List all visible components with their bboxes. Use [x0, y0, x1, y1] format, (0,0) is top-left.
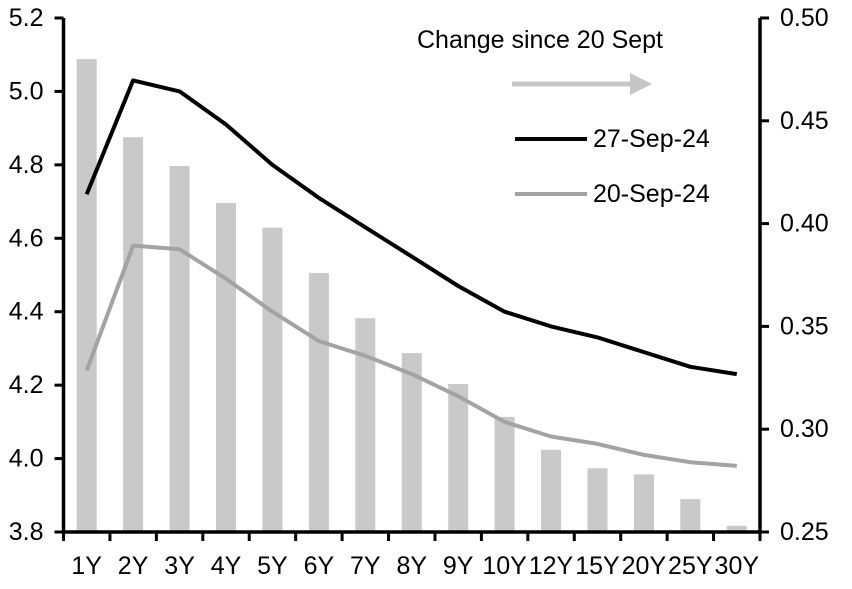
- series-line-20-Sep-24: [84, 243, 737, 468]
- gray-line-sample: [515, 192, 587, 196]
- right-axis-tick-label: 0.40: [780, 210, 829, 238]
- change-arrow-icon: [512, 73, 652, 95]
- x-axis-label-12Y: 12Y: [529, 552, 574, 580]
- x-axis-label-15Y: 15Y: [575, 552, 620, 580]
- left-axis-tick-label: 4.8: [9, 151, 44, 179]
- left-axis-tick-label: 4.0: [9, 445, 44, 473]
- x-axis-label-6Y: 6Y: [304, 552, 335, 580]
- x-axis-label-2Y: 2Y: [118, 552, 149, 580]
- bar-20Y: [633, 474, 654, 532]
- left-axis-tick-label: 3.8: [9, 518, 44, 546]
- x-axis-label-9Y: 9Y: [443, 552, 474, 580]
- left-axis-tick-label: 4.2: [9, 371, 44, 399]
- right-axis-tick-label: 0.25: [780, 518, 829, 546]
- right-axis-tick-label: 0.35: [780, 312, 829, 340]
- bar-9Y: [448, 384, 469, 532]
- right-axis-tick-label: 0.50: [780, 4, 829, 32]
- black-line-sample: [515, 137, 587, 141]
- bar-4Y: [216, 203, 236, 532]
- bar-30Y: [726, 525, 747, 532]
- bar-12Y: [541, 449, 561, 532]
- bar-1Y: [76, 59, 97, 532]
- right-axis-tick-label: 0.45: [780, 107, 829, 135]
- bar-8Y: [401, 353, 422, 532]
- legend-label-20-sep-24: 20-Sep-24: [593, 180, 710, 208]
- x-axis-label-5Y: 5Y: [257, 552, 288, 580]
- legend-item-20-sep-24: 20-Sep-24: [515, 179, 710, 209]
- x-axis-label-3Y: 3Y: [164, 552, 195, 580]
- bar-2Y: [123, 137, 144, 532]
- series-line-27-Sep-24: [84, 78, 738, 377]
- left-axis-tick-label: 5.0: [9, 77, 44, 105]
- x-axis-label-1Y: 1Y: [71, 552, 102, 580]
- left-axis-tick-label: 4.4: [9, 298, 44, 326]
- x-axis-label-25Y: 25Y: [668, 552, 713, 580]
- legend-item-27-sep-24: 27-Sep-24: [515, 124, 710, 154]
- x-axis-label-10Y: 10Y: [482, 552, 527, 580]
- bar-25Y: [680, 499, 701, 532]
- left-axis-tick-label: 5.2: [9, 4, 44, 32]
- bar-3Y: [169, 166, 190, 532]
- bar-7Y: [355, 318, 376, 532]
- right-axis-tick-label: 0.30: [780, 415, 829, 443]
- change-arrow-head: [630, 73, 652, 95]
- bar-6Y: [308, 272, 329, 532]
- legend-title: Change since 20 Sept: [416, 26, 663, 54]
- left-axis-tick-label: 4.6: [9, 224, 44, 252]
- bar-15Y: [587, 468, 608, 532]
- x-axis-label-7Y: 7Y: [350, 552, 381, 580]
- x-axis-label-8Y: 8Y: [397, 552, 428, 580]
- legend-label-27-sep-24: 27-Sep-24: [593, 125, 710, 153]
- x-axis-label-4Y: 4Y: [211, 552, 242, 580]
- bar-10Y: [494, 416, 515, 532]
- x-axis-label-20Y: 20Y: [622, 552, 667, 580]
- bar-5Y: [262, 227, 283, 532]
- x-axis-label-30Y: 30Y: [715, 552, 760, 580]
